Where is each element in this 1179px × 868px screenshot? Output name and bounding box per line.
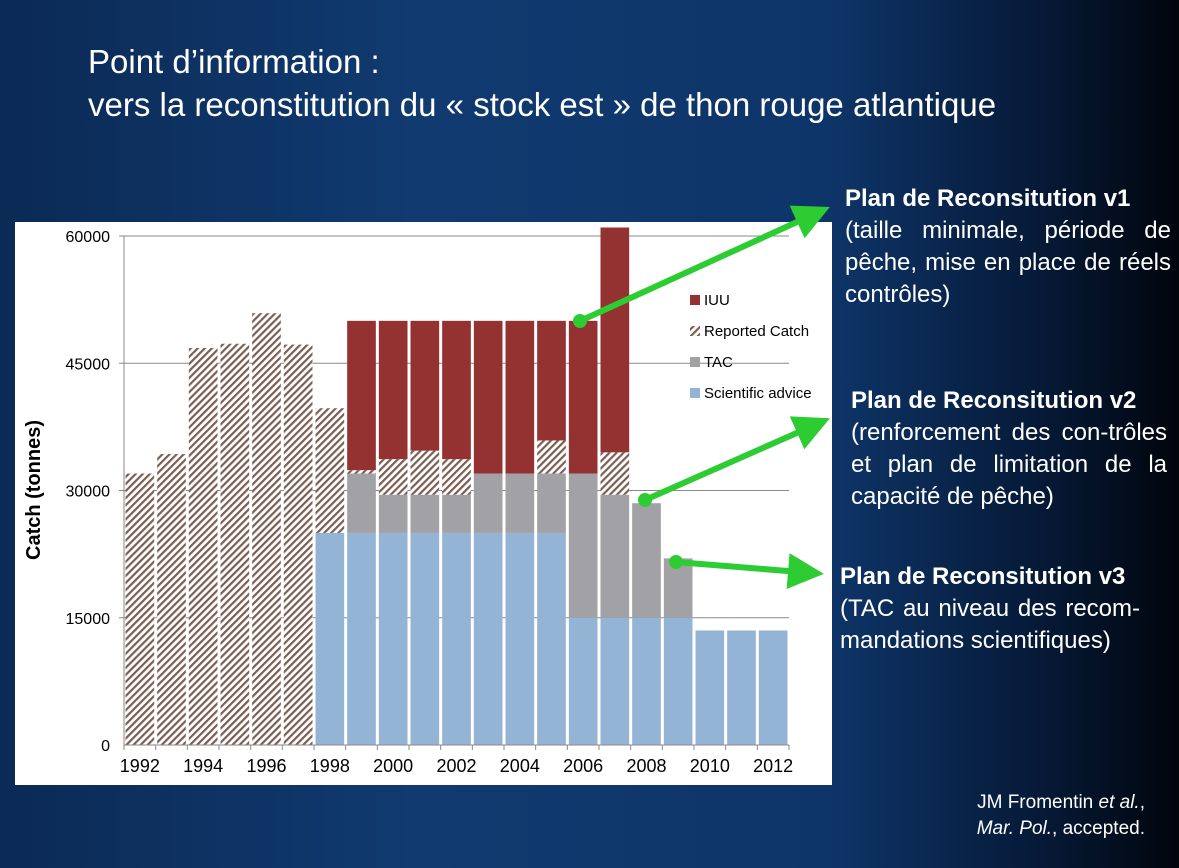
- bar-tac-2005: [537, 473, 566, 533]
- bar-iuu-2006: [568, 320, 598, 474]
- bar-advice-2011: [727, 630, 756, 745]
- bar-advice-2005: [537, 532, 566, 745]
- bar-iuu-2003: [473, 320, 503, 474]
- legend-label-advice: Scientific advice: [704, 385, 812, 402]
- bar-reported-1999: [347, 470, 376, 474]
- legend-swatch-iuu: [690, 295, 700, 305]
- bar-iuu-2002: [442, 320, 471, 460]
- note-plan-v2: Plan de Reconsitution v2 (renforcement d…: [851, 385, 1167, 513]
- legend-swatch-reported: [690, 326, 700, 336]
- bar-advice-2007: [600, 617, 630, 745]
- arrow-v2: [643, 416, 830, 503]
- legend-swatch-tac: [690, 357, 700, 367]
- ref-journal: Mar. Pol.: [976, 818, 1053, 839]
- x-tick-label: 2008: [626, 756, 666, 776]
- y-tick-label: 0: [101, 738, 110, 755]
- note-v2-heading: Plan de Reconsitution v2: [851, 387, 1137, 414]
- bar-advice-2008: [632, 617, 661, 745]
- reference: JM Fromentin et al., Mar. Pol., accepted…: [976, 792, 1145, 839]
- bar-iuu-2004: [505, 320, 535, 474]
- arrow-v3-dot: [669, 555, 683, 569]
- bar-advice-2000: [378, 532, 408, 745]
- bar-reported-2000: [378, 459, 408, 495]
- y-tick-label: 15000: [66, 611, 111, 628]
- bar-reported-2005: [537, 440, 566, 474]
- bar-reported-2002: [442, 459, 471, 495]
- x-tick-label: 1998: [310, 756, 350, 776]
- title-line-2: vers la reconstitution du « stock est » …: [88, 86, 997, 123]
- ref-status: , accepted.: [1052, 818, 1145, 839]
- y-tick-label: 60000: [66, 229, 111, 246]
- slide-title: Point d’information : vers la reconstitu…: [88, 40, 996, 126]
- bar-reported-1993: [157, 454, 186, 745]
- bar-tac-1999: [347, 473, 376, 533]
- y-axis-label: Catch (tonnes): [23, 420, 45, 560]
- arrow-v1: [578, 205, 830, 324]
- x-tick-label: 2012: [753, 756, 793, 776]
- bar-iuu-2001: [410, 320, 440, 451]
- bar-reported-1996: [252, 313, 281, 745]
- note-plan-v1: Plan de Reconsitution v1 (taille minimal…: [845, 183, 1171, 311]
- bar-advice-1998: [315, 532, 345, 745]
- bar-tac-2004: [505, 473, 535, 533]
- bar-iuu-2000: [378, 320, 408, 460]
- annotation-arrows: [573, 205, 830, 589]
- bar-advice-2004: [505, 532, 535, 745]
- bar-reported-1995: [220, 343, 250, 745]
- bar-tac-2006: [568, 473, 598, 618]
- x-tick-label: 1996: [246, 756, 286, 776]
- x-tick-label: 1994: [183, 756, 223, 776]
- bar-reported-2007: [600, 452, 630, 495]
- bar-iuu-2007: [600, 227, 630, 453]
- legend-swatch-advice: [690, 388, 700, 398]
- bar-advice-2009: [663, 617, 693, 745]
- bar-tac-2008: [632, 503, 661, 618]
- bar-tac-2000: [378, 494, 408, 533]
- note-v3-heading: Plan de Reconsitution v3: [840, 563, 1126, 590]
- bar-advice-2001: [410, 532, 440, 745]
- bar-advice-1999: [347, 532, 376, 745]
- y-tick-label: 45000: [66, 356, 111, 373]
- bar-reported-2001: [410, 450, 440, 495]
- bar-reported-1992: [125, 473, 155, 745]
- bar-advice-2010: [695, 630, 725, 745]
- legend-label-tac: TAC: [704, 354, 733, 371]
- note-v2-body: (renforcement des con-trôles et plan de …: [851, 419, 1167, 510]
- bar-reported-1998: [315, 408, 345, 533]
- note-v1-heading: Plan de Reconsitution v1: [845, 185, 1131, 212]
- x-tick-label: 2010: [690, 756, 730, 776]
- note-v1-body: (taille minimale, période de pêche, mise…: [845, 217, 1171, 308]
- bar-tac-2002: [442, 494, 471, 533]
- ref-etal: et al.: [1098, 792, 1140, 813]
- bar-tac-2003: [473, 473, 503, 533]
- arrow-v1-dot: [573, 314, 587, 328]
- bar-reported-1997: [283, 344, 313, 745]
- ref-author: JM Fromentin: [977, 792, 1094, 813]
- y-tick-label: 30000: [66, 484, 111, 501]
- x-tick-label: 2006: [563, 756, 603, 776]
- note-v3-body: (TAC au niveau des recom-mandations scie…: [840, 595, 1140, 654]
- arrow-v3: [675, 553, 824, 589]
- note-plan-v3: Plan de Reconsitution v3 (TAC au niveau …: [840, 561, 1140, 657]
- bar-tac-2007: [600, 494, 630, 618]
- bar-advice-2012: [758, 630, 788, 745]
- x-tick-label: 2000: [373, 756, 413, 776]
- x-tick-label: 2004: [500, 756, 540, 776]
- bar-reported-1994: [188, 347, 218, 745]
- bar-iuu-1999: [347, 320, 376, 471]
- arrow-v2-dot: [638, 493, 652, 507]
- bar-tac-2001: [410, 494, 440, 533]
- bar-iuu-2005: [537, 320, 566, 441]
- legend-label-reported: Reported Catch: [704, 323, 809, 340]
- legend-label-iuu: IUU: [704, 292, 730, 309]
- x-tick-label: 2002: [436, 756, 476, 776]
- title-line-1: Point d’information :: [88, 43, 380, 80]
- bar-advice-2002: [442, 532, 471, 745]
- x-tick-label: 1992: [120, 756, 160, 776]
- bar-advice-2006: [568, 617, 598, 745]
- bar-advice-2003: [473, 532, 503, 745]
